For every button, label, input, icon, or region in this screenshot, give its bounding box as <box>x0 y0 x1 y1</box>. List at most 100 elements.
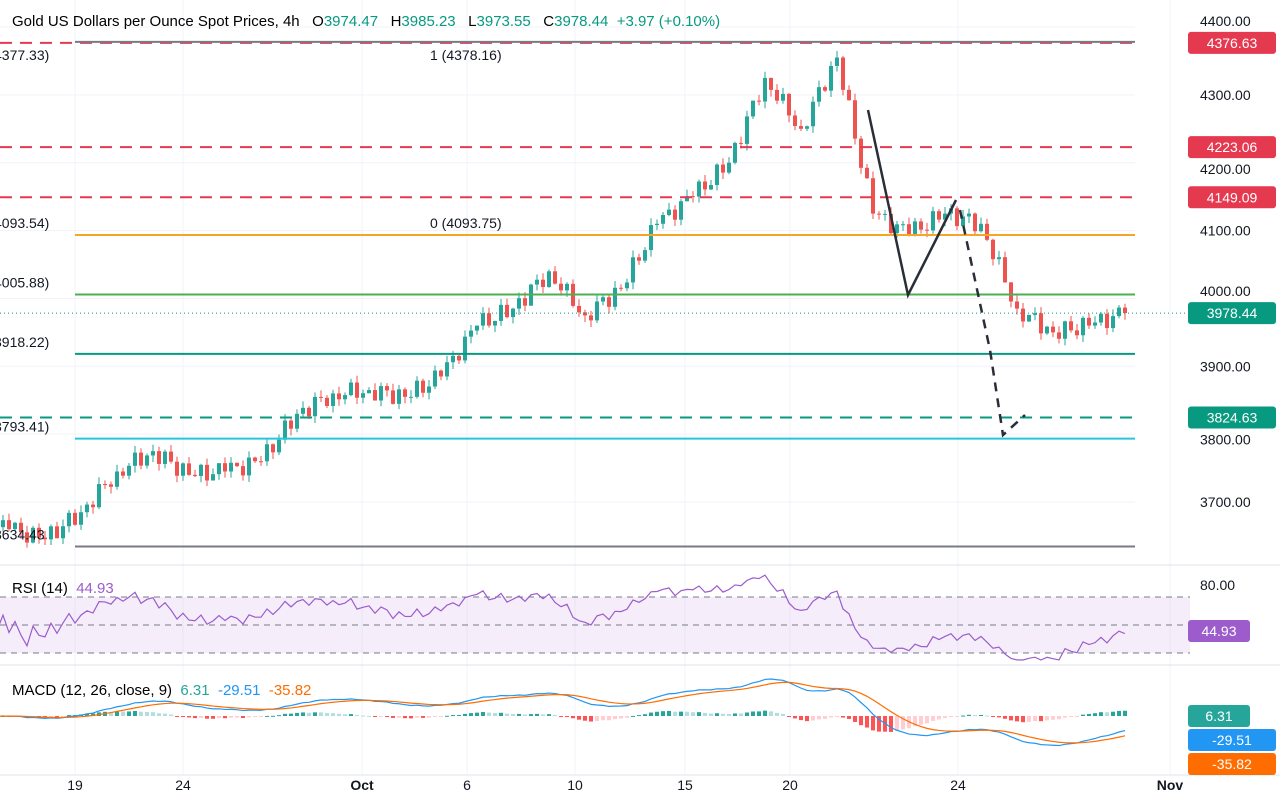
macd-hist-bar <box>841 716 845 718</box>
macd-signal-value: -35.82 <box>268 682 312 699</box>
macd-hist-bar <box>751 711 755 716</box>
macd-hist-bar <box>517 713 521 716</box>
candle-body <box>475 325 479 331</box>
candle-body <box>523 298 527 306</box>
macd-hist-bar <box>637 715 641 717</box>
macd-hist-bar <box>181 716 185 717</box>
candle-body <box>883 213 887 215</box>
macd-hist-bar <box>1003 716 1007 719</box>
candle-body <box>409 396 413 398</box>
candle-body <box>541 279 545 287</box>
candle-body <box>667 209 671 215</box>
candle-body <box>517 298 521 309</box>
macd-hist-bar <box>793 716 797 719</box>
candle-body <box>1021 308 1025 322</box>
macd-hist-bar <box>949 716 953 717</box>
macd-hist-bar <box>823 716 827 719</box>
candle-body <box>895 224 899 234</box>
macd-hist-bar <box>925 716 929 724</box>
candle-body <box>775 89 779 101</box>
candle-body <box>229 462 233 472</box>
macd-hist-bar <box>343 714 347 716</box>
price-tag <box>1188 406 1276 429</box>
candle-body <box>277 439 281 453</box>
candle-body <box>361 393 365 398</box>
candle-body <box>31 527 35 543</box>
macd-hist-bar <box>421 716 425 718</box>
macd-hist-bar <box>415 716 419 718</box>
candle-body <box>697 181 701 197</box>
macd-hist-bar <box>1021 716 1025 723</box>
macd-hist-bar <box>1033 716 1037 722</box>
candle-body <box>151 451 155 456</box>
candle-body <box>103 484 107 486</box>
fib-mid-label: 1 (4378.16) <box>430 47 502 63</box>
candle-body <box>505 304 509 318</box>
x-tick-label: 20 <box>782 777 798 793</box>
macd-hist-bar <box>85 713 89 716</box>
candle-body <box>877 213 881 215</box>
price-tag-label: 4376.63 <box>1207 35 1258 51</box>
macd-hist-bar <box>1105 712 1109 716</box>
candle-body <box>91 504 95 508</box>
macd-tag-label: -35.82 <box>1212 756 1252 772</box>
candle-body <box>325 397 329 406</box>
candle-body <box>217 463 221 475</box>
y-tick-label: 3800.00 <box>1200 431 1251 447</box>
macd-hist-bar <box>271 715 275 717</box>
macd-hist-bar <box>211 716 215 719</box>
macd-hist-bar <box>1027 716 1031 722</box>
macd-hist-bar <box>985 715 989 717</box>
y-tick-label: 4100.00 <box>1200 223 1251 239</box>
macd-hist-bar <box>553 714 557 716</box>
macd-hist-bar <box>235 716 239 718</box>
macd-hist-bar <box>625 716 629 718</box>
macd-hist-bar <box>55 716 59 717</box>
macd-hist-bar <box>337 713 341 716</box>
fib-left-label: 3918.22) <box>0 334 49 350</box>
candle-body <box>703 181 707 190</box>
candle-body <box>115 471 119 487</box>
macd-hist-bar <box>397 716 401 718</box>
fib-left-label: 4377.33) <box>0 47 49 63</box>
macd-hist-bar <box>61 716 65 717</box>
candle-body <box>997 257 1001 260</box>
candle-body <box>187 463 191 475</box>
candle-body <box>847 89 851 101</box>
macd-hist-bar <box>289 713 293 716</box>
candle-body <box>343 395 347 400</box>
macd-hist-bar <box>301 712 305 716</box>
x-tick-label: 19 <box>67 777 83 793</box>
candle-body <box>811 101 815 127</box>
macd-hist-bar <box>385 716 389 717</box>
macd-hist-bar <box>127 711 131 716</box>
candle-body <box>1015 301 1019 309</box>
candle-body <box>487 313 491 326</box>
candle-body <box>913 221 917 234</box>
price-tag-label: 3824.63 <box>1207 409 1258 425</box>
macd-tag-label: -29.51 <box>1212 732 1252 748</box>
macd-hist-bar <box>511 713 515 716</box>
candle-body <box>355 382 359 398</box>
macd-hist-bar <box>295 712 299 716</box>
macd-hist-bar <box>973 715 977 717</box>
macd-hist-bar <box>223 716 227 719</box>
macd-hist-bar <box>601 716 605 721</box>
macd-hist-bar <box>139 711 143 716</box>
macd-hist-bar <box>811 716 815 721</box>
macd-hist-bar <box>445 715 449 717</box>
macd-hist-bar <box>1063 716 1067 718</box>
macd-hist-bar <box>691 712 695 716</box>
macd-hist-bar <box>115 711 119 716</box>
candle-body <box>415 380 419 397</box>
candle-body <box>25 532 29 543</box>
candle-body <box>19 522 23 533</box>
candle-body <box>253 457 257 462</box>
candle-body <box>853 100 857 139</box>
macd-hist-bar <box>739 713 743 716</box>
macd-hist-bar <box>379 716 383 717</box>
macd-hist-bar <box>757 711 761 716</box>
macd-hist-bar <box>727 713 731 716</box>
high-label: H <box>390 13 402 30</box>
